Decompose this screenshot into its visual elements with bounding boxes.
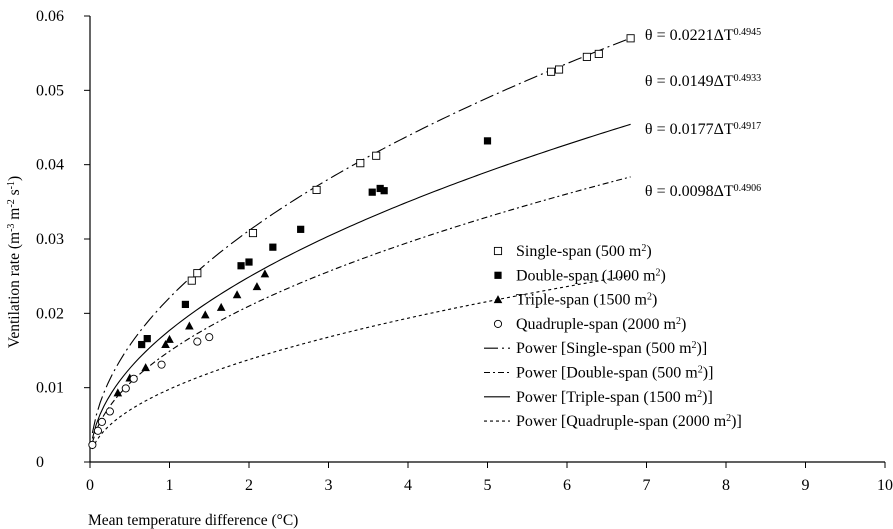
x-tick-label: 4	[404, 477, 412, 494]
data-point	[376, 184, 384, 193]
x-tick-label: 9	[802, 477, 810, 494]
data-point	[216, 302, 226, 311]
data-point	[181, 300, 189, 309]
legend-label: Power [Quadruple-span (2000 m2)]	[516, 413, 742, 431]
legend: Single-span (500 m2) Double-span (1000 m2…	[484, 243, 742, 431]
x-tick-label: 0	[86, 477, 94, 494]
data-point	[269, 243, 277, 251]
legend-marker	[493, 295, 503, 304]
data-point	[88, 440, 97, 449]
data-point	[245, 258, 253, 266]
x-tick-label: 10	[877, 477, 893, 494]
fit-equation: θ = 0.0221ΔT0.4945	[645, 26, 761, 44]
data-point	[187, 276, 196, 285]
data-point	[200, 310, 210, 319]
data-point	[93, 426, 102, 435]
data-point	[138, 340, 146, 349]
legend-label: Single-span (500 m2)	[516, 243, 652, 261]
legend-marker	[493, 319, 503, 328]
x-axis-label: Mean temperature difference (°C)	[88, 512, 298, 529]
fit-curve	[91, 123, 631, 439]
x-tick-label: 1	[166, 477, 174, 494]
fit-equation: θ = 0.0177ΔT0.4917	[645, 121, 761, 139]
data-point	[356, 159, 365, 168]
data-point	[161, 340, 170, 349]
data-point	[555, 65, 564, 74]
legend-label: Power [Double-span (500 m2)]	[516, 364, 713, 382]
data-point	[547, 67, 556, 76]
data-point	[129, 374, 138, 383]
x-tick-label: 3	[325, 477, 333, 494]
data-point	[368, 188, 376, 196]
legend-label: Quadruple-span (2000 m2)	[516, 315, 686, 333]
data-point	[252, 282, 262, 291]
y-tick-label: 0.06	[36, 8, 64, 25]
data-point	[626, 34, 635, 43]
data-point	[248, 229, 258, 238]
data-point	[232, 290, 242, 299]
data-point	[193, 337, 202, 346]
fit-equations: θ = 0.0221ΔT0.4945 θ = 0.0149ΔT0.4933 θ = …	[645, 26, 761, 200]
x-tick-label: 8	[722, 477, 730, 494]
fit-curve	[91, 274, 631, 450]
data-point	[165, 334, 174, 343]
legend-marker	[493, 246, 503, 256]
data-point	[483, 137, 492, 145]
data-point	[185, 321, 194, 330]
x-tick-label: 7	[643, 477, 651, 494]
data-point	[594, 49, 603, 58]
data-point	[260, 269, 270, 278]
data-point	[205, 333, 214, 342]
fit-equation: θ = 0.0149ΔT0.4933	[645, 72, 761, 90]
legend-marker	[494, 271, 502, 279]
y-tick-label: 0.05	[36, 82, 64, 99]
x-tick-label: 6	[563, 477, 571, 494]
legend-label: Power [Single-span (500 m2)]	[516, 340, 707, 358]
data-point	[105, 407, 114, 416]
legend-label: Power [Triple-span (1500 m2)]	[516, 388, 713, 406]
data-point	[121, 384, 130, 393]
y-tick-label: 0.02	[36, 305, 64, 322]
data-point	[97, 417, 106, 426]
y-tick-label: 0	[36, 454, 44, 471]
y-tick-label: 0.03	[36, 231, 64, 248]
data-point	[113, 388, 123, 397]
y-axis-label: Ventilation rate (m-3 m-2 s-1)	[6, 176, 24, 348]
fit-equation: θ = 0.0098ΔT0.4906	[645, 182, 761, 200]
data-point	[380, 187, 388, 195]
data-point	[143, 335, 151, 343]
data-point	[193, 269, 202, 278]
data-point	[157, 360, 166, 369]
x-tick-label: 2	[245, 477, 253, 494]
x-tick-label: 5	[484, 477, 492, 494]
data-point	[372, 151, 381, 160]
data-points	[88, 34, 635, 449]
legend-label: Triple-span (1500 m2)	[516, 291, 657, 309]
y-tick-label: 0.04	[36, 157, 64, 174]
data-point	[141, 363, 150, 372]
legend-label: Double-span (1000 m2)	[516, 267, 666, 285]
data-point	[312, 185, 321, 194]
data-point	[297, 225, 305, 233]
data-point	[582, 52, 591, 61]
axes: 0 1 2 3 4 5 6 7 8 9 10 0 0.01 0.02 0.03 0.04 0.05 0.06	[36, 8, 893, 494]
y-tick-label: 0.01	[36, 380, 64, 397]
data-point	[237, 262, 245, 270]
fit-curve	[91, 176, 631, 443]
